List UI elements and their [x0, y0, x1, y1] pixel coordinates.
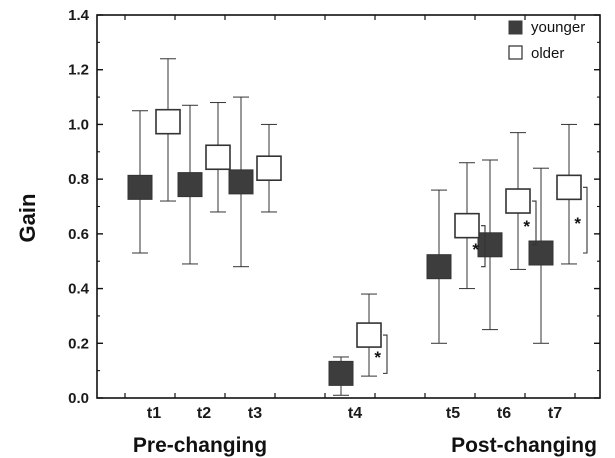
- x-tick-label-t7: t7: [548, 405, 562, 422]
- box-younger-t1: [127, 174, 153, 200]
- y-tick-label-0: 0.0: [68, 390, 89, 407]
- y-tick-label-3: 0.6: [68, 226, 89, 243]
- box-older-t6: [505, 188, 531, 214]
- y-tick-label-2: 0.4: [68, 281, 90, 298]
- legend-swatch-younger: [508, 20, 523, 35]
- x-tick-label-t2: t2: [197, 405, 211, 422]
- x-tick-label-t1: t1: [147, 405, 161, 422]
- y-tick-label-4: 0.8: [68, 171, 89, 188]
- box-younger-t3: [228, 169, 254, 195]
- y-axis-label: Gain: [15, 194, 40, 243]
- plot-layer: 0.0 0.2 0.4 0.6 0.8 1.0 1.2 1.4 t1 t2 t3 t4 t5 t6 t7 * *…: [68, 7, 601, 422]
- box-older-t7: [556, 174, 582, 201]
- significance-bracket-t4: [383, 334, 388, 374]
- significance-label-t4: *: [374, 348, 381, 367]
- box-older-t2: [205, 144, 231, 171]
- y-tick-label-1: 0.2: [68, 335, 89, 352]
- box-younger-t4: [328, 360, 354, 386]
- y-tick-label-7: 1.4: [68, 7, 90, 24]
- legend-swatch-older: [508, 45, 523, 60]
- significance-label-t6: *: [523, 217, 530, 236]
- significance-bracket-t6: [532, 200, 537, 246]
- significance-label-t7: *: [574, 214, 581, 233]
- legend-label-older: older: [531, 45, 564, 62]
- significance-label-t5: *: [472, 240, 479, 259]
- group-label-pre: Pre-changing: [133, 434, 267, 457]
- box-younger-t2: [177, 172, 203, 198]
- x-tick-label-t3: t3: [248, 405, 262, 422]
- box-younger-t5: [426, 254, 452, 280]
- x-tick-label-t5: t5: [446, 405, 460, 422]
- x-tick-label-t4: t4: [348, 405, 362, 422]
- group-label-post: Post-changing: [451, 434, 597, 457]
- y-tick-label-5: 1.0: [68, 116, 89, 133]
- box-older-t1: [155, 108, 181, 135]
- legend-label-younger: younger: [531, 19, 585, 36]
- box-older-t4: [356, 322, 382, 348]
- y-tick-label-6: 1.2: [68, 62, 89, 79]
- box-older-t3: [256, 155, 282, 181]
- box-older-t5: [454, 212, 480, 239]
- legend: younger older: [508, 19, 585, 62]
- x-tick-label-t6: t6: [497, 405, 511, 422]
- box-younger-t6: [477, 232, 503, 258]
- significance-bracket-t7: [583, 186, 588, 254]
- significance-bracket-t5: [481, 225, 486, 268]
